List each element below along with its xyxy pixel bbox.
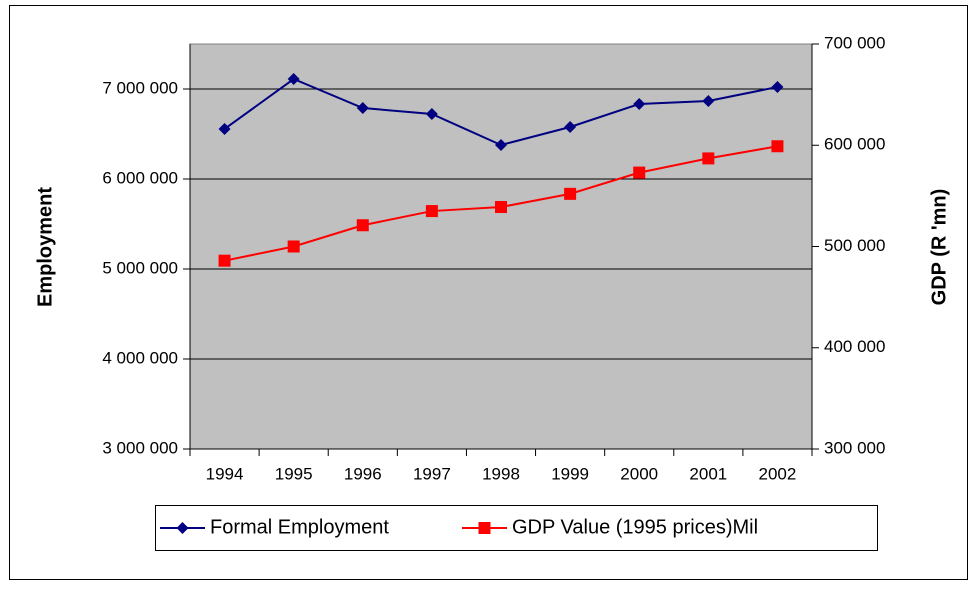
point bbox=[218, 254, 231, 267]
point bbox=[287, 73, 300, 86]
point bbox=[771, 140, 784, 153]
y-tick-label: 4 000 000 bbox=[102, 348, 178, 367]
point bbox=[564, 120, 577, 133]
y2-tick-label: 300 000 bbox=[824, 438, 885, 457]
x-tick-label: 2001 bbox=[689, 464, 727, 483]
x-tick-label: 1994 bbox=[206, 464, 244, 483]
y2-tick-label: 500 000 bbox=[824, 236, 885, 255]
point bbox=[495, 201, 507, 214]
x-tick-label: 1998 bbox=[482, 464, 520, 483]
y2-tick-label: 700 000 bbox=[824, 33, 885, 52]
point bbox=[478, 522, 491, 534]
legend bbox=[155, 505, 878, 551]
y-axis-title: Employment bbox=[34, 187, 56, 307]
point bbox=[287, 240, 300, 253]
point bbox=[425, 205, 438, 218]
y-tick-label: 7 000 000 bbox=[102, 78, 178, 97]
y-tick-label: 5 000 000 bbox=[102, 258, 178, 277]
point bbox=[633, 98, 646, 111]
plot-area bbox=[189, 43, 813, 450]
point bbox=[356, 219, 369, 232]
y2-axis-title: GDP (R 'mn) bbox=[928, 189, 950, 306]
point bbox=[633, 166, 646, 179]
point bbox=[218, 122, 231, 135]
legend-label: Formal Employment bbox=[210, 516, 389, 538]
x-tick-label: 2000 bbox=[620, 464, 658, 483]
x-tick-label: 1999 bbox=[551, 464, 589, 483]
legend-label: GDP Value (1995 prices)Mil bbox=[512, 516, 758, 538]
x-tick-label: 2002 bbox=[759, 464, 797, 483]
x-tick-label: 1995 bbox=[275, 464, 313, 483]
point bbox=[425, 108, 438, 121]
point bbox=[564, 187, 577, 200]
y2-tick-label: 600 000 bbox=[824, 135, 885, 154]
point bbox=[495, 138, 507, 151]
x-tick-label: 1997 bbox=[413, 464, 451, 483]
point bbox=[176, 522, 189, 534]
point bbox=[702, 152, 715, 165]
y2-tick-label: 400 000 bbox=[824, 337, 885, 356]
x-tick-label: 1996 bbox=[344, 464, 382, 483]
point bbox=[702, 94, 715, 107]
point bbox=[771, 81, 784, 94]
point bbox=[356, 101, 369, 114]
y-tick-label: 3 000 000 bbox=[102, 438, 178, 457]
y-tick-label: 6 000 000 bbox=[102, 168, 178, 187]
